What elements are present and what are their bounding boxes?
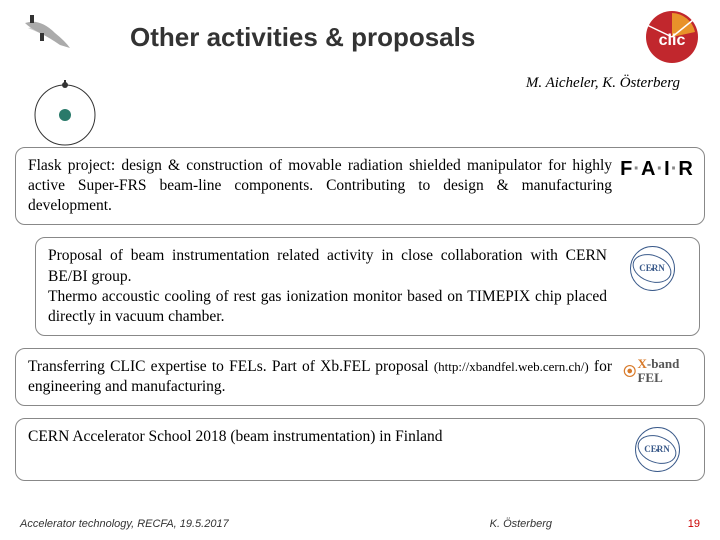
footer-center: K. Österberg [354,518,688,530]
slide-header: Other activities & proposals clic [0,0,720,70]
cern-logo-2: CERN [622,427,692,472]
clic-logo: clic [645,10,700,65]
clic-box: Transferring CLIC expertise to FELs. Par… [15,348,705,406]
beam-box: Proposal of beam instrumentation related… [35,237,700,336]
slide-footer: Accelerator technology, RECFA, 19.5.2017… [0,518,720,530]
page-title: Other activities & proposals [100,22,625,53]
slide-content: Flask project: design & construction of … [0,147,720,481]
authors: M. Aicheler, K. Österberg [0,70,720,102]
comet-logo [20,13,80,63]
fair-logo: F·A·I·R [622,156,692,182]
flask-box: Flask project: design & construction of … [15,147,705,225]
svg-text:clic: clic [659,32,686,49]
cern-logo: CERN [617,246,687,291]
flask-text: Flask project: design & construction of … [28,156,612,216]
clic-text: Transferring CLIC expertise to FELs. Par… [28,357,612,397]
school-box: CERN Accelerator School 2018 (beam instr… [15,418,705,481]
footer-left: Accelerator technology, RECFA, 19.5.2017 [20,518,354,530]
page-number: 19 [688,518,700,530]
school-text: CERN Accelerator School 2018 (beam instr… [28,427,612,447]
beam-text: Proposal of beam instrumentation related… [48,246,607,327]
atom-diagram-icon [30,80,100,150]
xband-fel-logo: X-band FEL [622,357,692,386]
